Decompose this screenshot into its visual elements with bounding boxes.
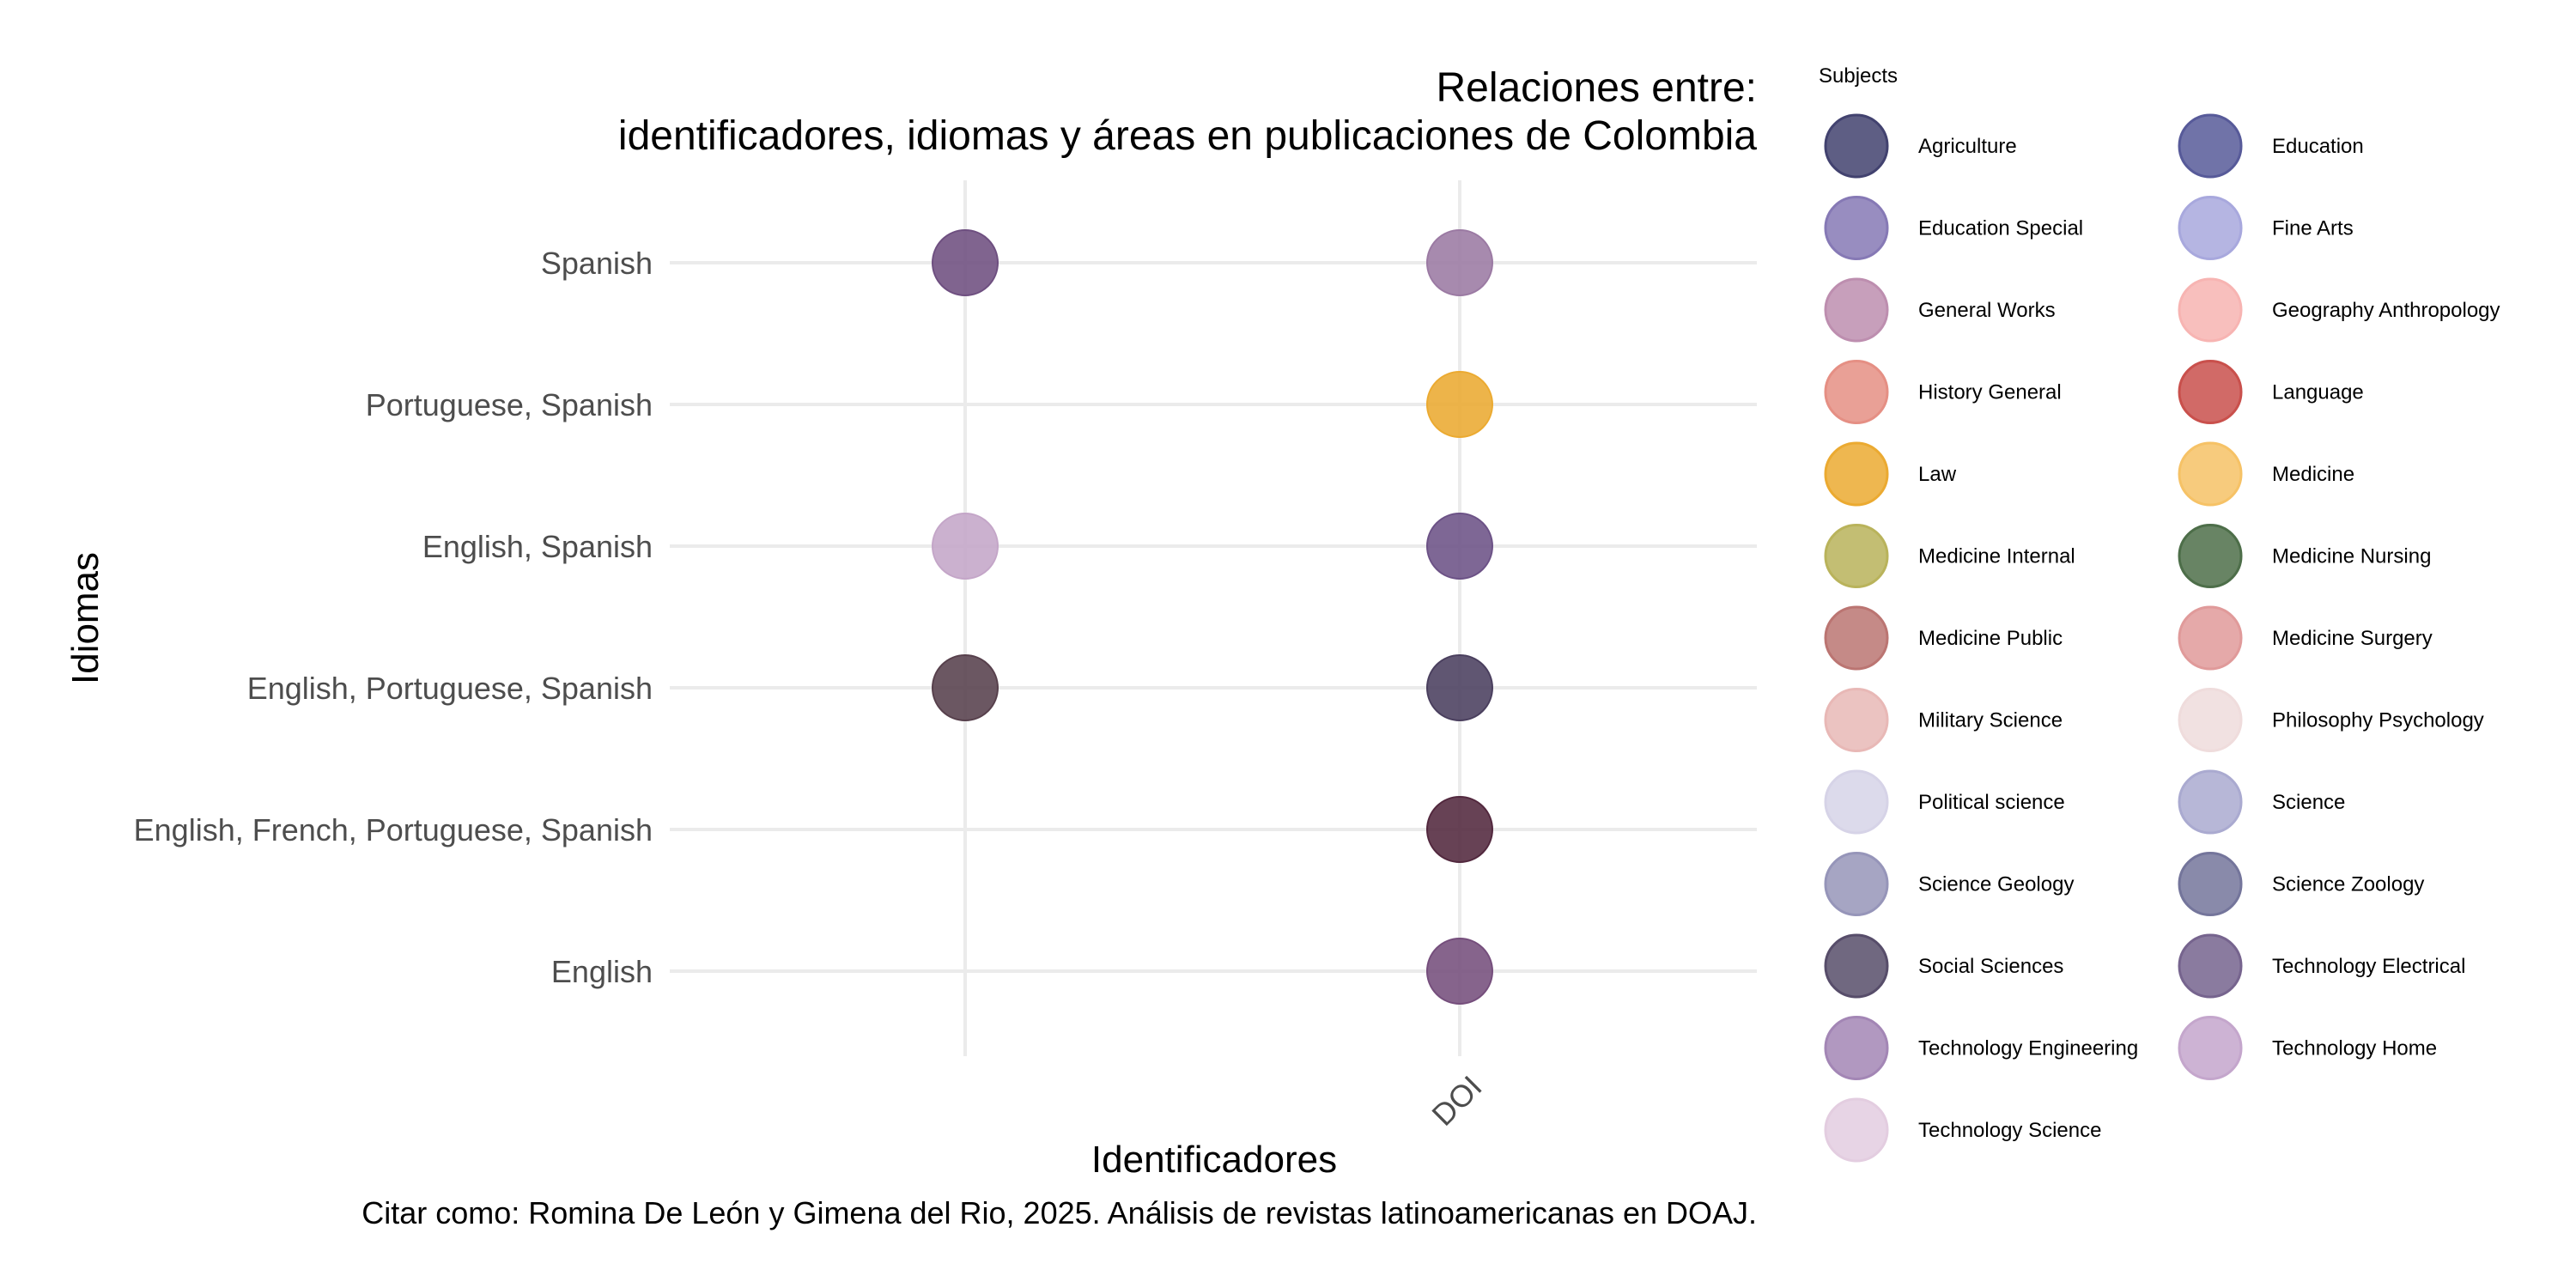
y-tick-label: English, French, Portuguese, Spanish [134, 812, 653, 848]
legend-label: Social Sciences [1918, 955, 2063, 978]
legend-label: Technology Home [2272, 1037, 2437, 1060]
legend-swatch [2178, 441, 2243, 507]
data-point [1426, 796, 1493, 863]
legend-swatch [1824, 688, 1889, 752]
y-tick-label: English, Portuguese, Spanish [247, 671, 653, 706]
legend-label: Technology Engineering [1918, 1037, 2138, 1060]
legend-label: General Works [1918, 299, 2056, 322]
y-axis-title: Idiomas [64, 552, 106, 684]
legend-swatch [1824, 524, 1889, 588]
legend-swatch [1824, 277, 1889, 343]
legend-swatch [1824, 360, 1889, 424]
legend-swatch [2178, 933, 2243, 999]
legend-swatch [1824, 1016, 1889, 1080]
legend-label: Medicine Surgery [2272, 627, 2433, 650]
legend-label: Technology Science [1918, 1119, 2101, 1142]
legend-swatch [2178, 1016, 2243, 1080]
legend-title: Subjects [1819, 64, 1898, 88]
legend-swatch [1824, 605, 1889, 671]
legend-label: Education [2272, 135, 2364, 158]
legend-swatch [2178, 524, 2243, 588]
data-point [1426, 654, 1493, 721]
legend-label: Law [1918, 463, 1957, 486]
legend-swatch [2178, 113, 2243, 179]
data-point [1426, 513, 1493, 580]
legend-label: Military Science [1918, 709, 2063, 732]
legend-label: Technology Electrical [2272, 955, 2465, 978]
legend-swatch [1824, 852, 1889, 916]
legend-label: Medicine Internal [1918, 545, 2075, 568]
legend-swatch [2178, 852, 2243, 916]
legend-label: Science Zoology [2272, 873, 2424, 896]
legend-swatch [1824, 113, 1889, 179]
data-point [932, 229, 999, 296]
legend-swatch [2178, 277, 2243, 343]
legend-label: Geography Anthropology [2272, 299, 2500, 322]
data-point [1426, 371, 1493, 438]
chart-caption: Citar como: Romina De León y Gimena del … [361, 1195, 1757, 1230]
data-point [932, 654, 999, 721]
plot-area: Spanish Portuguese, Spanish English, Spani… [134, 180, 1757, 1133]
data-point [932, 513, 999, 580]
data-point [1426, 938, 1493, 1005]
legend-swatch [2178, 360, 2243, 424]
legend-swatch [1824, 1097, 1889, 1163]
legend-label: Medicine Nursing [2272, 545, 2431, 568]
legend-label: Fine Arts [2272, 217, 2354, 240]
y-tick-label: Spanish [541, 246, 653, 281]
legend-swatch [1824, 441, 1889, 507]
legend-swatch [2178, 605, 2243, 671]
legend-swatch [1824, 196, 1889, 260]
legend-swatch [2178, 769, 2243, 835]
x-tick-label: DOI [1425, 1069, 1488, 1133]
legend-label: History General [1918, 381, 2062, 404]
legend-label: Political science [1918, 791, 2065, 814]
legend-label: Philosophy Psychology [2272, 709, 2484, 732]
legend-swatch [2178, 688, 2243, 752]
legend-label: Agriculture [1918, 135, 2017, 158]
chart-subtitle: identificadores, idiomas y áreas en publ… [618, 113, 1757, 159]
chart-title: Relaciones entre: [1436, 65, 1757, 111]
legend-label: Medicine Public [1918, 627, 2063, 650]
legend-label: Science [2272, 791, 2345, 814]
y-tick-label: English, Spanish [422, 529, 653, 564]
legend-swatch [1824, 933, 1889, 999]
data-point [1426, 229, 1493, 296]
legend-swatch [1824, 769, 1889, 835]
legend-label: Language [2272, 381, 2364, 404]
y-tick-label: Portuguese, Spanish [366, 387, 653, 422]
y-tick-label: English [551, 954, 653, 989]
legend-label: Education Special [1918, 217, 2083, 240]
legend-label: Science Geology [1918, 873, 2074, 896]
legend-swatch [2178, 196, 2243, 260]
legend-label: Medicine [2272, 463, 2354, 486]
x-axis-title: Identificadores [1091, 1139, 1337, 1181]
legend: Agriculture Education Education Special Fin… [1824, 113, 2500, 1163]
